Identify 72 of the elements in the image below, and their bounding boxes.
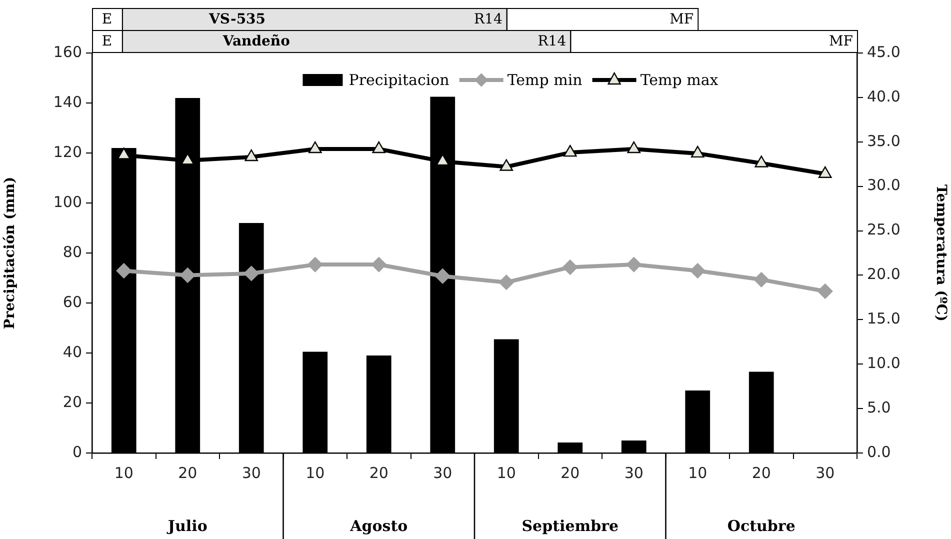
text: R14	[538, 34, 566, 50]
point	[117, 148, 131, 160]
point	[371, 256, 386, 272]
point	[244, 266, 259, 282]
y2-tick-label: 15.0	[867, 310, 900, 328]
point	[627, 141, 641, 154]
y2-tick-label: 30.0	[867, 176, 900, 194]
point	[308, 141, 322, 154]
point	[500, 159, 514, 171]
x-tick-label: 10	[306, 464, 325, 482]
x-tick-label: 20	[178, 464, 198, 482]
text: E	[102, 12, 112, 28]
y-tick-label: 140	[53, 92, 82, 111]
text: Septiembre	[522, 516, 619, 535]
y-tick-label: 80	[62, 242, 82, 261]
y-tick-label: 100	[53, 192, 82, 211]
y-tick-label: 0	[72, 442, 82, 461]
y2-tick-label: 40.0	[867, 87, 900, 106]
point	[498, 274, 514, 290]
y2-tick-label: 5.0	[867, 398, 891, 416]
point	[116, 263, 132, 278]
y-tick-label: 120	[53, 142, 82, 161]
text: MF	[670, 12, 694, 28]
x-tick-label: 20	[560, 464, 580, 482]
y2-tick-label: 35.0	[867, 132, 900, 150]
point	[626, 256, 642, 272]
x-tick-label: 30	[816, 464, 835, 482]
text: R14	[474, 12, 502, 28]
legend-label: Temp min	[507, 70, 583, 89]
text: Julio	[166, 516, 208, 535]
x-tick-label: 30	[242, 464, 261, 482]
x-tick-label: 10	[114, 464, 134, 482]
x-tick-label: 10	[496, 464, 516, 482]
point	[562, 260, 578, 275]
point	[563, 144, 577, 157]
y2-tick-label: 25.0	[867, 220, 900, 239]
x-tick-label: 20	[369, 464, 388, 482]
text: MF	[828, 34, 854, 50]
text: Agosto	[349, 516, 408, 535]
legend-label: Temp max	[640, 70, 719, 89]
point	[244, 149, 258, 162]
point	[690, 146, 704, 158]
point	[436, 154, 450, 166]
text: Octubre	[727, 516, 796, 535]
text: Vandeño	[222, 34, 290, 50]
y-tick-label: 160	[53, 42, 82, 61]
y-tick-label: 40	[62, 342, 82, 361]
text: VS-535	[208, 12, 266, 28]
y2-axis-title: Temperatura (ºC)	[932, 184, 949, 322]
point	[180, 152, 194, 165]
point	[180, 268, 196, 283]
point	[690, 263, 706, 278]
x-tick-label: 30	[624, 464, 644, 482]
point	[372, 141, 386, 154]
point	[308, 256, 323, 272]
y-axis-title: Precipitación (mm)	[2, 176, 18, 330]
x-tick-label: 30	[433, 464, 452, 482]
point	[818, 166, 832, 178]
text: E	[102, 34, 112, 50]
y-tick-label: 20	[62, 392, 82, 411]
legend-label: Precipitacion	[348, 70, 450, 89]
point	[754, 272, 769, 288]
y2-tick-label: 20.0	[867, 265, 900, 284]
y2-tick-label: 45.0	[867, 42, 900, 61]
x-tick-label: 20	[752, 464, 771, 482]
point	[818, 284, 833, 299]
x-tick-label: 10	[688, 464, 708, 482]
y2-tick-label: 10.0	[867, 354, 900, 372]
point	[435, 268, 450, 284]
point	[754, 156, 768, 168]
y2-tick-label: 0.0	[867, 442, 891, 461]
y-tick-label: 60	[62, 292, 82, 311]
